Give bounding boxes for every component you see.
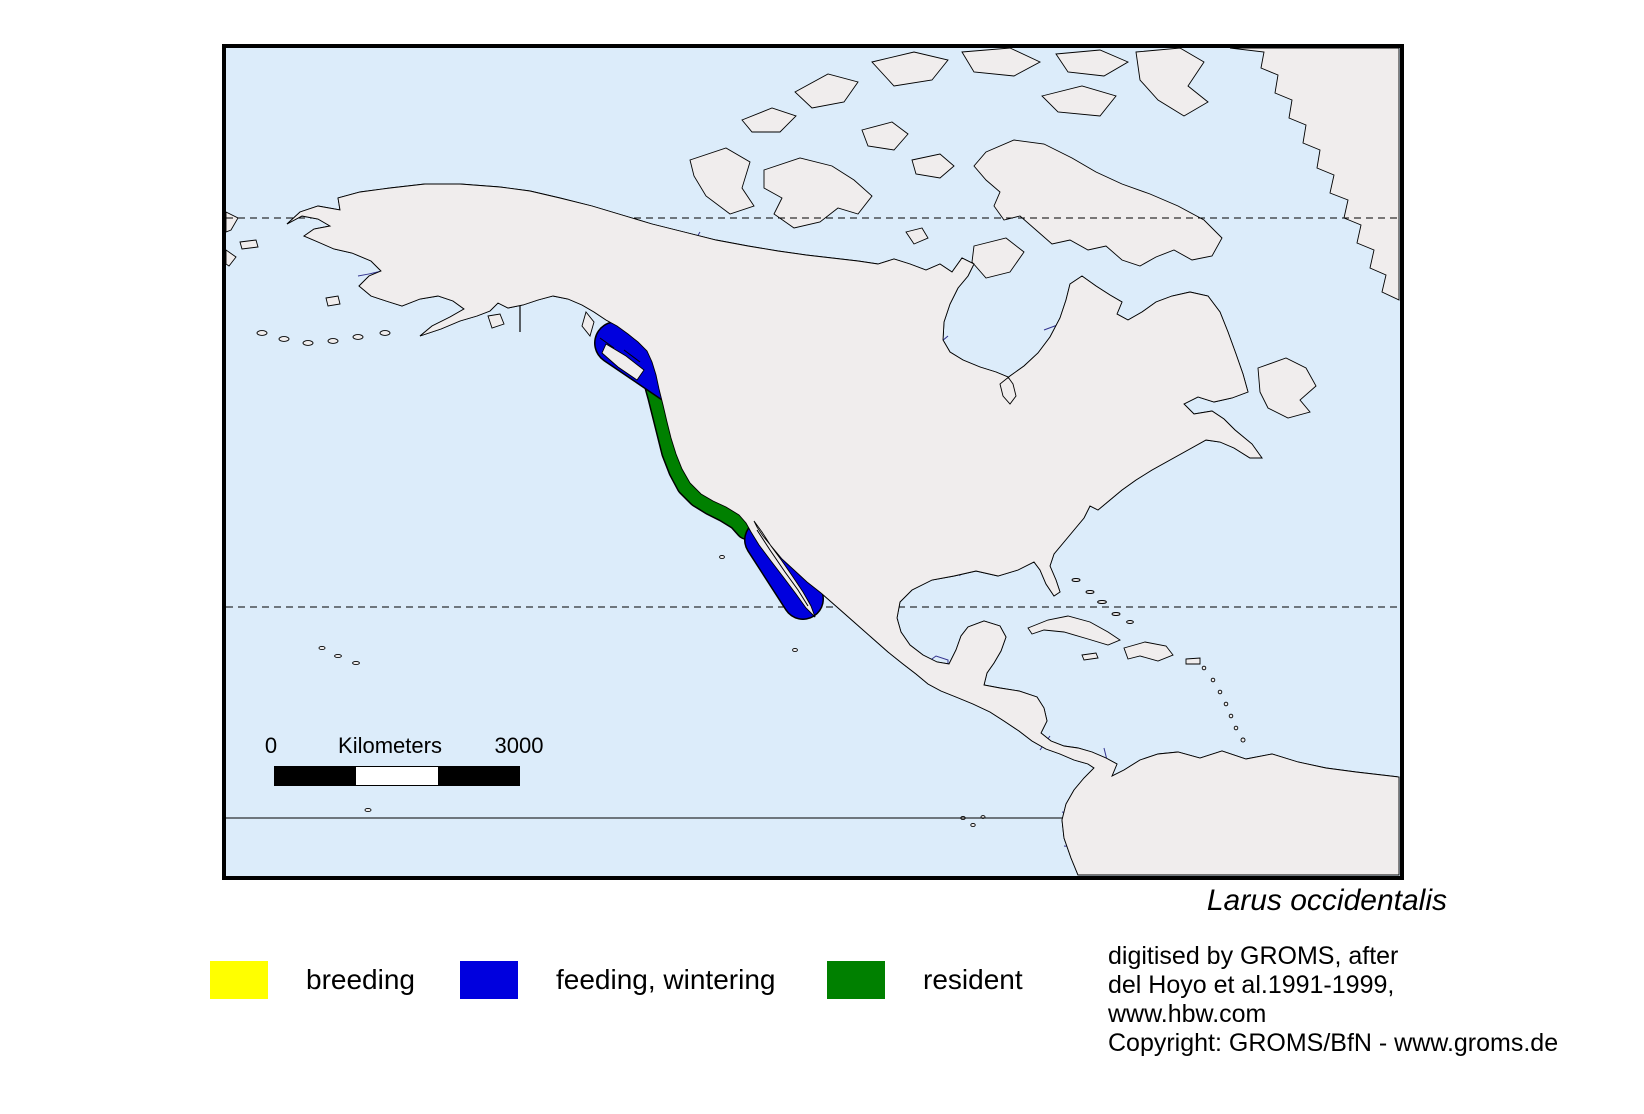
map-canvas [226, 48, 1400, 876]
landmass-newfoundland [1257, 357, 1317, 419]
coastline-overstroke [286, 183, 1400, 876]
scale-unit-label: Kilometers [338, 733, 442, 758]
feeding-wintering-color-swatch [460, 961, 518, 999]
attribution-text: digitised by GROMS, after del Hoyo et al… [1108, 942, 1558, 1058]
breeding-color-swatch [210, 961, 268, 999]
scale-bar-segment [356, 767, 438, 785]
legend-item-breeding: breeding [210, 960, 415, 1000]
attribution-line-1: digitised by GROMS, after [1108, 942, 1399, 970]
scale-bar [274, 766, 520, 786]
legend-label-breeding: breeding [306, 964, 415, 995]
attribution-line-3: www.hbw.com [1108, 1000, 1267, 1028]
scale-zero-label: 0 [264, 733, 278, 758]
landmass-greenland [1229, 48, 1400, 301]
legend-item-feeding-wintering: feeding, wintering [460, 960, 775, 1000]
scale-max-label: 3000 [494, 733, 544, 758]
species-name-label: Larus occidentalis [1206, 884, 1447, 917]
resident-color-swatch [827, 961, 885, 999]
legend-item-resident: resident [827, 960, 1023, 1000]
attribution-line-4: Copyright: GROMS/BfN - www.groms.de [1108, 1029, 1559, 1057]
legend-label-feeding-wintering: feeding, wintering [556, 964, 776, 995]
attribution-line-2: del Hoyo et al.1991-1999, [1108, 971, 1395, 999]
map-frame: 0 Kilometers 3000 [222, 44, 1404, 880]
scale-bar-segment [275, 767, 356, 785]
caribbean-islands [1027, 578, 1246, 743]
legend-label-resident: resident [923, 964, 1023, 995]
arctic-islands [689, 48, 1223, 279]
scale-bar-segment [438, 767, 519, 785]
